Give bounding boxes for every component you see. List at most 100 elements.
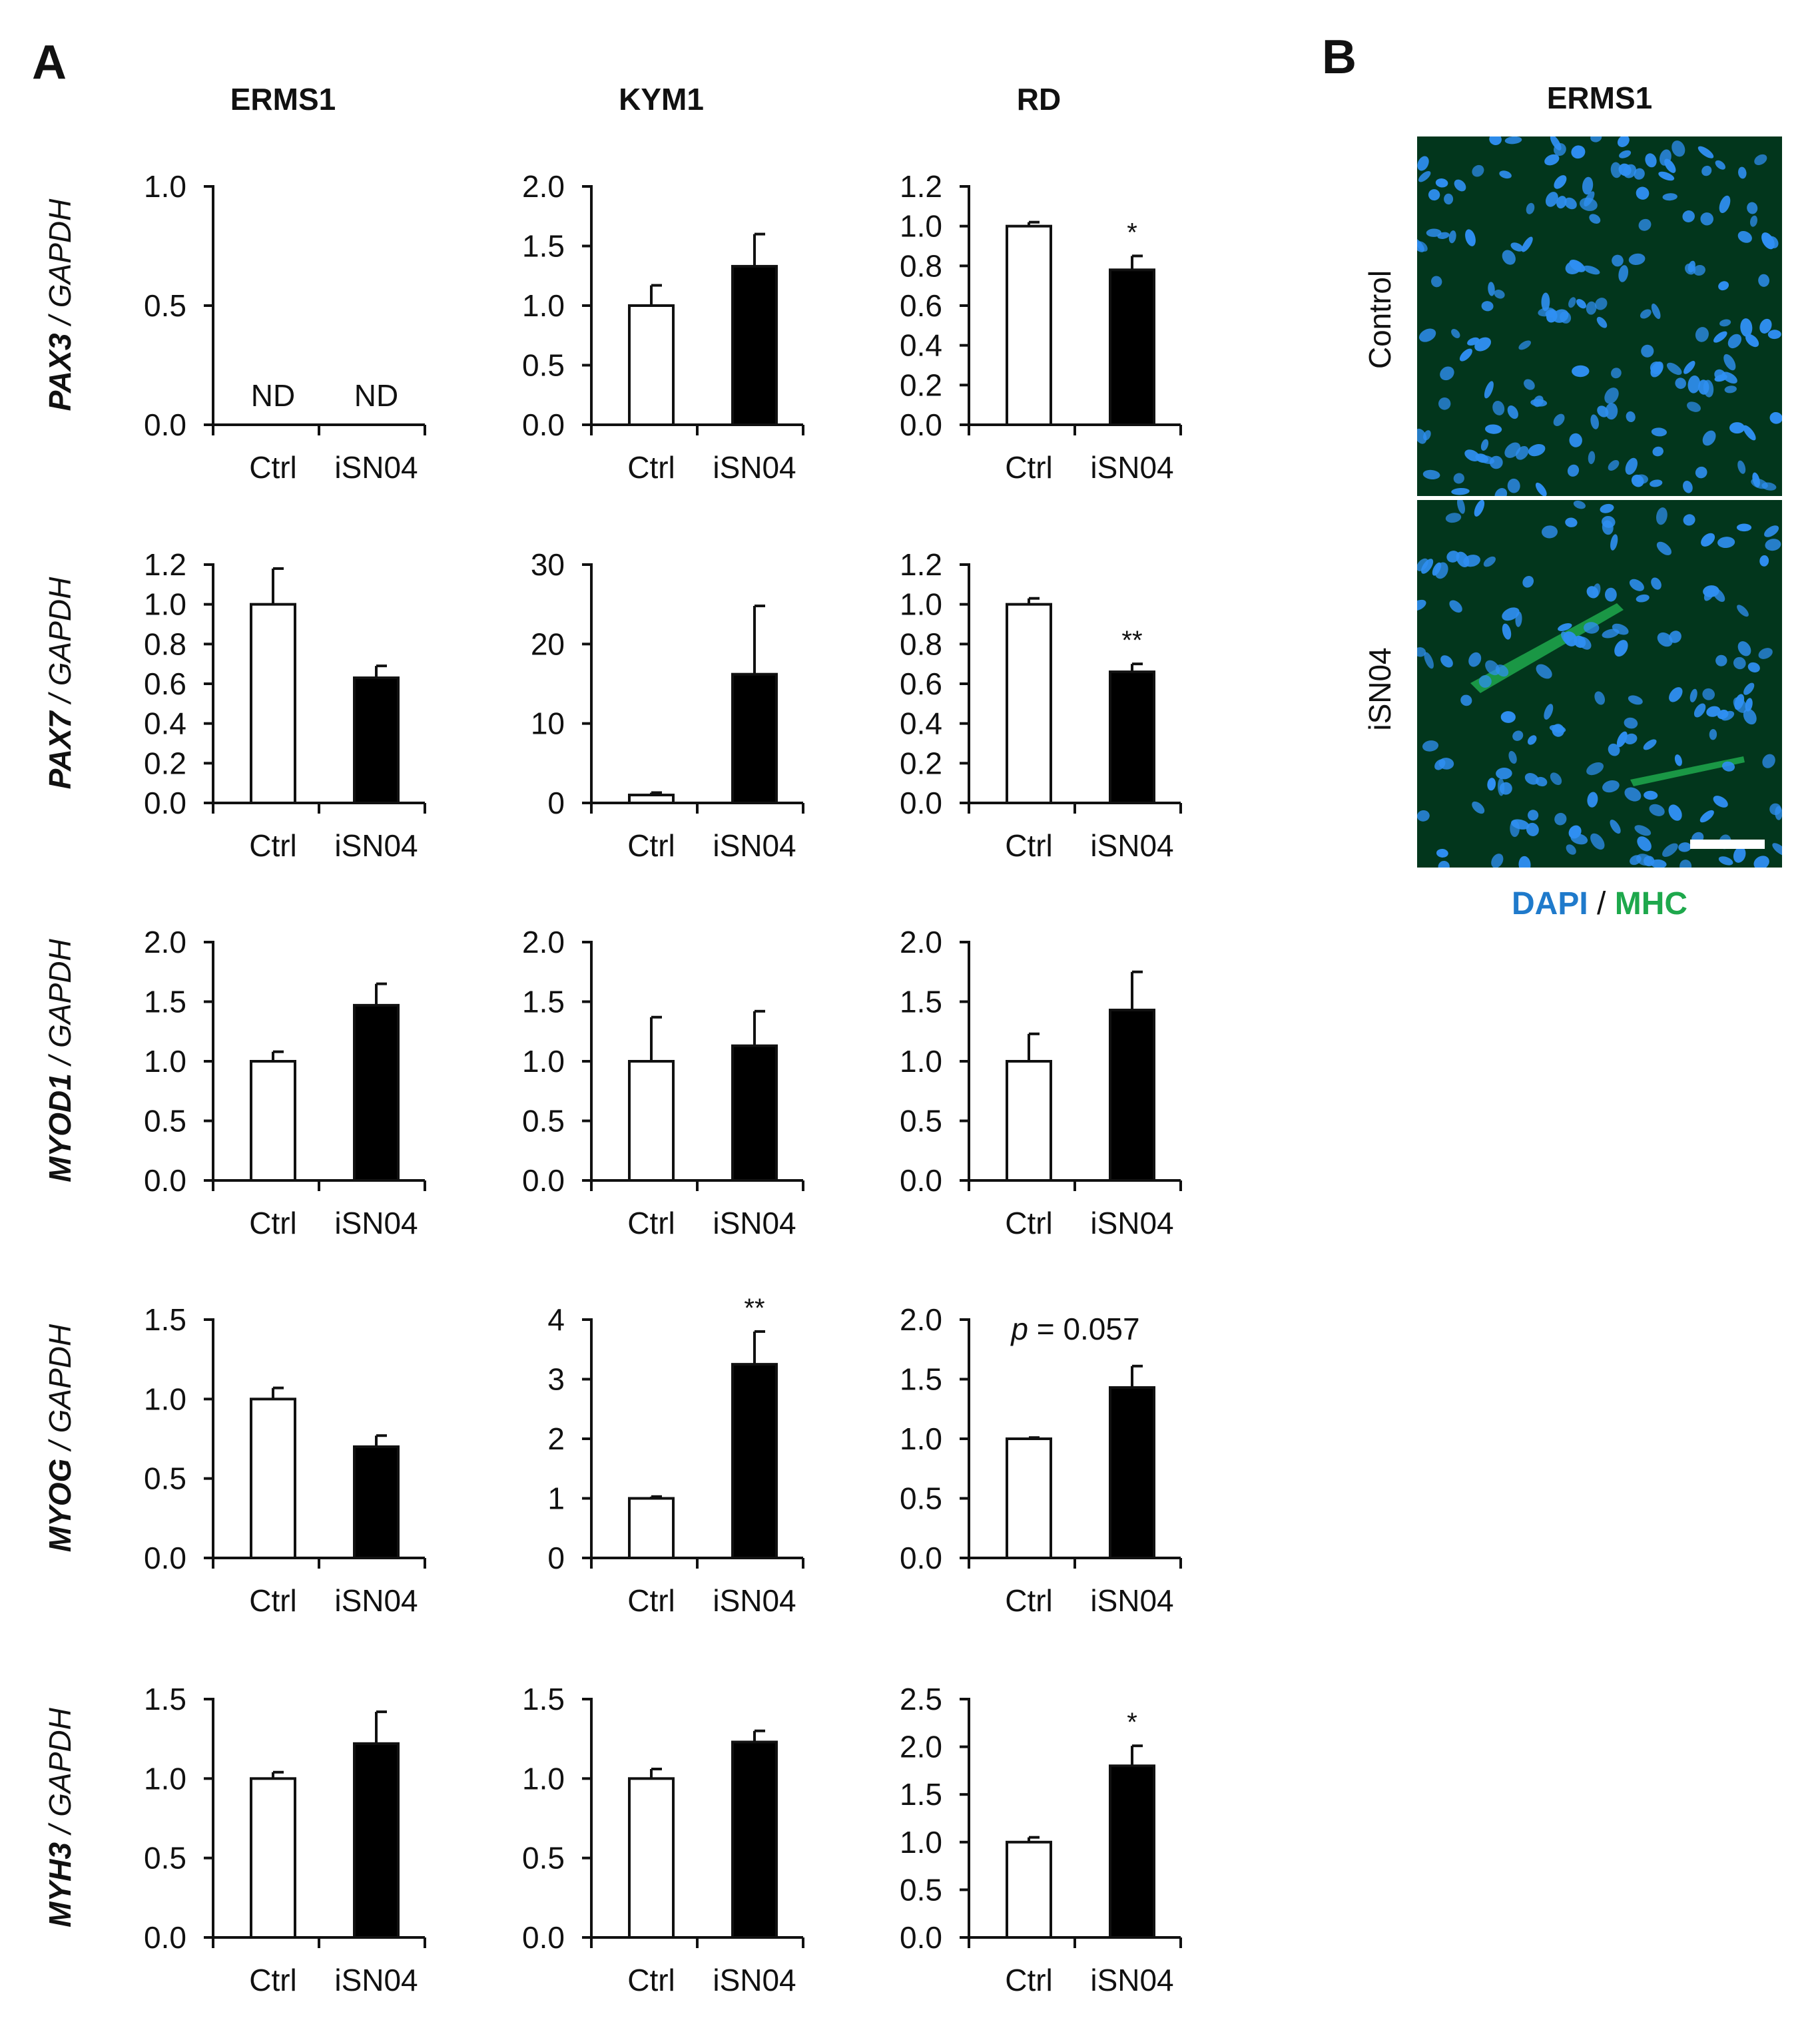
x-tick-label: iSN04 (713, 1963, 796, 1997)
normalizer: / GAPDH (43, 1707, 77, 1842)
y-tick-label: 0.0 (900, 786, 942, 820)
y-tick-label: 0.4 (144, 706, 186, 741)
bar-isn04 (1109, 1386, 1155, 1560)
chart-myog-rd: 0.0 0.5 1.0 1.5 2.0 Ctrl iSN04 p = 0.057 (900, 1302, 1182, 1618)
bar-ctrl (628, 1777, 675, 1939)
y-tick-label: 0.4 (900, 328, 942, 363)
bar-ctrl (628, 304, 675, 426)
y-tick-label: 20 (531, 627, 565, 661)
chart-pax7-rd: 0.0 0.2 0.4 0.6 0.8 1.0 1.2 Ctrl iSN04 ** (900, 547, 1182, 863)
bar-isn04 (731, 1740, 778, 1939)
significance-mark: * (1127, 1708, 1137, 1737)
chart-pax7-erms1: 0.0 0.2 0.4 0.6 0.8 1.0 1.2 Ctrl iSN04 (144, 547, 426, 863)
x-tick-label: Ctrl (249, 450, 297, 485)
x-tick-label: iSN04 (1090, 450, 1173, 485)
y-tick-label: 1.0 (522, 288, 565, 323)
x-tick-label: Ctrl (249, 1583, 297, 1618)
y-tick-label: 30 (531, 547, 565, 582)
data-label-nd: ND (354, 378, 398, 413)
chart-myh3-erms1: 0.0 0.5 1.0 1.5 Ctrl iSN04 (144, 1682, 426, 1997)
y-tick-label: 2.0 (144, 925, 186, 959)
chart-myh3-rd: 0.0 0.5 1.0 1.5 2.0 2.5 Ctrl iSN04 * (900, 1682, 1182, 1997)
normalizer: / GAPDH (43, 938, 77, 1073)
y-tick-label: 0.5 (144, 1841, 186, 1876)
bar-ctrl (250, 603, 296, 805)
y-tick-label: 0.5 (900, 1481, 942, 1516)
x-tick-label: Ctrl (1005, 828, 1053, 863)
x-tick-label: iSN04 (713, 1583, 796, 1618)
bar-isn04 (1109, 1009, 1155, 1182)
y-tick-label: 1.5 (144, 985, 186, 1019)
bar-isn04 (353, 1445, 400, 1560)
y-tick-label: 1.5 (900, 1777, 942, 1812)
bar-ctrl (1006, 224, 1052, 426)
x-tick-label: iSN04 (334, 1583, 418, 1618)
y-tick-label: 1.0 (522, 1044, 565, 1079)
bar-isn04 (731, 264, 778, 426)
y-tick-label: 0.8 (900, 248, 942, 283)
bar-isn04 (731, 1363, 778, 1559)
x-tick-label: Ctrl (249, 828, 297, 863)
y-tick-label: 2.0 (522, 925, 565, 959)
x-tick-label: Ctrl (627, 1206, 675, 1240)
p-value-text: = 0.057 (1028, 1312, 1140, 1346)
data-label-nd: ND (251, 378, 295, 413)
y-tick-label: 0.0 (144, 786, 186, 820)
y-tick-label: 1.0 (144, 169, 186, 204)
chart-myod1-kym1: 0.0 0.5 1.0 1.5 2.0 Ctrl iSN04 (522, 925, 804, 1240)
chart-myod1-erms1: 0.0 0.5 1.0 1.5 2.0 Ctrl iSN04 (144, 925, 426, 1240)
y-tick-label: 2.0 (900, 1302, 942, 1337)
y-tick-label: 0 (547, 1541, 565, 1575)
y-axis-title-pax3: PAX3 / GAPDH (43, 198, 77, 411)
bar-ctrl (628, 1497, 675, 1559)
y-tick-label: 0.8 (900, 627, 942, 661)
bar-isn04 (1109, 268, 1155, 426)
y-tick-label: 0.0 (144, 407, 186, 442)
y-tick-label: 0.5 (900, 1104, 942, 1139)
x-tick-label: Ctrl (627, 828, 675, 863)
y-tick-label: 10 (531, 706, 565, 741)
gene-name: MYOG (43, 1459, 77, 1553)
y-tick-label: 0.0 (144, 1163, 186, 1198)
y-tick-label: 2.5 (900, 1682, 942, 1716)
x-tick-label: Ctrl (249, 1206, 297, 1240)
x-tick-label: Ctrl (627, 1583, 675, 1618)
y-tick-label: 0.6 (900, 288, 942, 323)
bar-ctrl (250, 1777, 296, 1939)
x-tick-label: iSN04 (334, 828, 418, 863)
y-tick-label: 0.8 (144, 627, 186, 661)
x-tick-label: iSN04 (713, 828, 796, 863)
significance-mark: ** (1121, 626, 1142, 655)
chart-pax3-kym1: 0.0 0.5 1.0 1.5 2.0 Ctrl iSN04 (522, 169, 804, 485)
y-tick-label: 1.5 (900, 1362, 942, 1397)
y-tick-label: 0.0 (144, 1541, 186, 1575)
y-tick-label: 0.0 (900, 1920, 942, 1955)
y-tick-label: 0.5 (144, 1104, 186, 1139)
chart-myog-erms1: 0.0 0.5 1.0 1.5 Ctrl iSN04 (144, 1302, 426, 1618)
y-tick-label: 1.0 (522, 1761, 565, 1796)
x-tick-label: iSN04 (713, 450, 796, 485)
chart-myog-kym1: 0 1 2 3 4 Ctrl iSN04 ** (547, 1294, 804, 1618)
x-tick-label: iSN04 (334, 1963, 418, 1997)
y-tick-label: 1.0 (144, 587, 186, 622)
significance-mark: * (1127, 218, 1137, 247)
y-tick-label: 0.5 (522, 348, 565, 383)
normalizer: / GAPDH (43, 198, 77, 334)
y-axis-title-myog: MYOG / GAPDH (43, 1324, 77, 1552)
chart-pax3-rd: 0.0 0.2 0.4 0.6 0.8 1.0 1.2 Ctrl iSN04 * (900, 169, 1182, 485)
column-title-rd: RD (1017, 82, 1061, 117)
p-value-symbol: p (1010, 1312, 1028, 1346)
y-tick-label: 0.0 (900, 1163, 942, 1198)
x-tick-label: Ctrl (627, 450, 675, 485)
bar-isn04 (353, 1742, 400, 1939)
y-tick-label: 1 (547, 1481, 565, 1516)
y-tick-label: 1.5 (522, 229, 565, 264)
y-tick-label: 1.0 (144, 1761, 186, 1796)
gene-name: MYOD1 (43, 1073, 77, 1182)
x-tick-label: iSN04 (1090, 828, 1173, 863)
x-tick-label: iSN04 (713, 1206, 796, 1240)
y-tick-label: 0.0 (144, 1920, 186, 1955)
bar-ctrl (250, 1060, 296, 1182)
y-tick-label: 2.0 (900, 1730, 942, 1764)
